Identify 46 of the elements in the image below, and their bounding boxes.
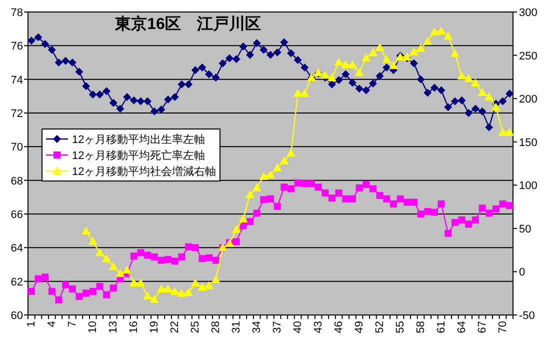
y2-tick-label: 150 <box>519 136 538 149</box>
legend-label: 12ヶ月移動平均出生率左軸 <box>72 133 206 146</box>
y2-tick-label: 200 <box>519 94 538 106</box>
y-tick-label: 76 <box>10 40 23 53</box>
x-tick-label: 7 <box>66 321 78 328</box>
x-tick-label: 40 <box>292 321 304 334</box>
y2-tick-label: 0 <box>519 266 526 279</box>
y-tick-label: 70 <box>10 142 23 154</box>
x-tick-label: 37 <box>271 321 284 334</box>
x-tick-label: 31 <box>230 321 242 334</box>
x-tick-label: 61 <box>435 321 448 334</box>
x-tick-label: 46 <box>332 321 345 334</box>
x-tick-label: 25 <box>189 321 202 334</box>
x-tick-label: 34 <box>250 321 263 334</box>
x-tick-label: 4 <box>46 321 58 328</box>
x-tick-label: 64 <box>456 321 468 334</box>
y-tick-label: 78 <box>10 7 23 19</box>
y-tick-label: 60 <box>10 310 23 322</box>
x-tick-label: 67 <box>476 321 488 334</box>
x-tick-label: 28 <box>210 321 222 334</box>
legend-label: 12ヶ月移動平均死亡率左軸 <box>72 149 206 162</box>
y-tick-label: 62 <box>10 276 23 288</box>
x-tick-label: 19 <box>148 321 160 334</box>
y-tick-label: 68 <box>10 175 23 188</box>
x-tick-label: 55 <box>394 321 406 334</box>
y2-tick-label: 50 <box>519 223 532 236</box>
y2-tick-label: 250 <box>519 50 538 62</box>
x-tick-label: 43 <box>312 321 324 334</box>
x-tick-label: 13 <box>107 321 120 334</box>
y2-tick-label: 300 <box>519 7 538 19</box>
y-tick-label: 74 <box>10 74 23 86</box>
y-tick-label: 66 <box>10 209 23 221</box>
y2-tick-label: -50 <box>519 310 535 322</box>
x-tick-label: 70 <box>496 321 509 334</box>
x-tick-label: 58 <box>414 321 427 334</box>
x-tick-label: 52 <box>374 321 386 334</box>
y2-tick-label: 100 <box>519 180 538 192</box>
y-tick-label: 72 <box>10 108 23 120</box>
chart-title: 東京16区 江戸川区 <box>114 15 261 33</box>
x-tick-label: 49 <box>353 321 366 334</box>
x-tick-label: 10 <box>86 321 99 334</box>
legend-label: 12ヶ月移動平均社会増減右軸 <box>72 165 216 178</box>
x-tick-label: 22 <box>168 321 181 334</box>
y-tick-label: 64 <box>10 242 23 255</box>
x-tick-label: 1 <box>25 321 38 328</box>
x-tick-label: 16 <box>128 321 140 334</box>
